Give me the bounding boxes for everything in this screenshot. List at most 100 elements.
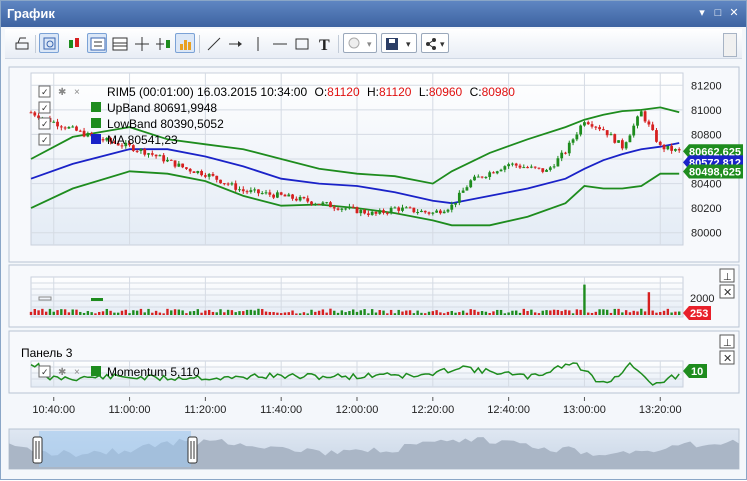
candle-body [586,122,590,125]
save-dropdown[interactable]: ▾ [381,33,417,53]
vertical-line-icon[interactable] [247,33,267,53]
volume-bar [317,310,321,315]
volume-bar [617,308,620,315]
candle-body [617,140,620,143]
volume-icon[interactable] [175,33,195,53]
volume-bar [594,311,598,315]
candle-body [382,210,385,213]
volume-bar [571,313,575,315]
candle-body [355,207,359,214]
volume-bar [44,311,48,315]
arrow-tool-icon[interactable] [225,33,245,53]
candle-body [173,160,177,167]
panels-icon[interactable] [109,33,129,53]
candle-body [575,134,579,140]
volume-bar [279,313,283,315]
navigator-right-handle[interactable] [187,436,198,464]
svg-text:✓: ✓ [41,135,49,145]
volume-bar [257,308,260,315]
volume-bar [86,311,90,315]
candle-body [624,142,628,149]
price-y-tick: 80400 [691,179,722,191]
x-tick-label: 12:00:00 [336,404,379,416]
candle-body [473,176,476,181]
navigator-left-handle[interactable] [32,436,43,464]
x-tick-label: 12:20:00 [411,404,454,416]
ma-checkbox[interactable] [38,133,51,146]
candles-icon[interactable] [63,33,83,53]
candle-body [488,172,492,177]
volume-bar [518,312,522,315]
volume-bar [283,312,287,315]
volume-panel-controls[interactable]: ⊥ ✕ [719,268,735,299]
toolbar: T ▾ ▾ ▾ [5,29,742,59]
volume-bar [253,310,256,315]
candle-body [67,126,71,129]
horizontal-line-icon[interactable] [269,33,289,53]
candle-body [268,192,272,195]
volume-bar [537,313,541,315]
volume-bar [408,310,412,315]
candle-body [188,168,192,172]
candle-body [677,149,681,151]
navigator-window[interactable] [39,431,191,467]
share-dropdown[interactable]: ▾ [421,33,449,53]
legend-toggle-icon[interactable] [87,33,107,53]
volume-bar [564,309,567,315]
candle-body [124,142,128,147]
candle-body [177,163,181,167]
candle-body [71,126,75,128]
volume-bar [374,312,378,315]
candle-body [298,197,302,201]
candle-body [366,213,370,215]
add-indicator-icon[interactable] [153,33,173,53]
volume-bar [340,310,344,315]
volume-badge: 253 [683,306,711,320]
volume-bar [154,310,158,315]
candle-body [620,140,624,149]
window-menu-button[interactable]: ▾ [699,7,705,19]
rectangle-tool-icon[interactable] [291,33,311,53]
chart-settings-icon[interactable] [39,33,59,53]
time-axis: 10:40:00 11:00:00 11:20:00 11:40:00 12:00:00… [32,397,682,416]
maximize-button[interactable]: □ [714,7,722,19]
print-icon[interactable] [11,33,31,53]
lowband-checkbox[interactable] [38,117,51,130]
close-window-button[interactable]: ✕ [729,7,739,19]
candle-body [450,204,454,210]
volume-bar [204,310,207,315]
zoom-dropdown[interactable]: ▾ [343,33,377,53]
candle-body [313,204,317,206]
volume-bar [177,309,181,315]
volume-bar [552,309,556,315]
volume-bar [670,312,673,315]
candle-body [397,207,401,211]
line-tool-icon[interactable] [203,33,223,53]
volume-bar [287,312,290,315]
gear-icon[interactable]: ✱ [58,87,66,98]
volume-bar [128,313,131,315]
legend-checkbox[interactable] [38,85,51,98]
text-tool-icon[interactable]: T [313,33,333,54]
volume-bar [94,313,97,315]
volume-bar [662,310,666,315]
volume-bar [230,310,234,315]
crosshair-icon[interactable] [131,33,151,53]
candle-body [613,134,617,143]
toolbar-scrollbar[interactable] [723,33,737,57]
upband-checkbox[interactable] [38,101,51,114]
badge-text: 80498,625 [689,166,741,178]
volume-bar [526,311,529,315]
candle-body [166,159,169,162]
momentum-checkbox[interactable] [38,365,51,378]
candle-body [154,154,158,157]
candle-body [393,207,397,209]
candle-body [579,125,583,135]
volume-bar [488,312,491,315]
momentum-panel-controls[interactable]: ⊥ ✕ [719,334,735,365]
close-icon[interactable]: × [74,87,80,98]
volume-bar [37,310,40,315]
volume-bar [109,310,112,315]
momentum-badge: 10 [683,364,707,378]
